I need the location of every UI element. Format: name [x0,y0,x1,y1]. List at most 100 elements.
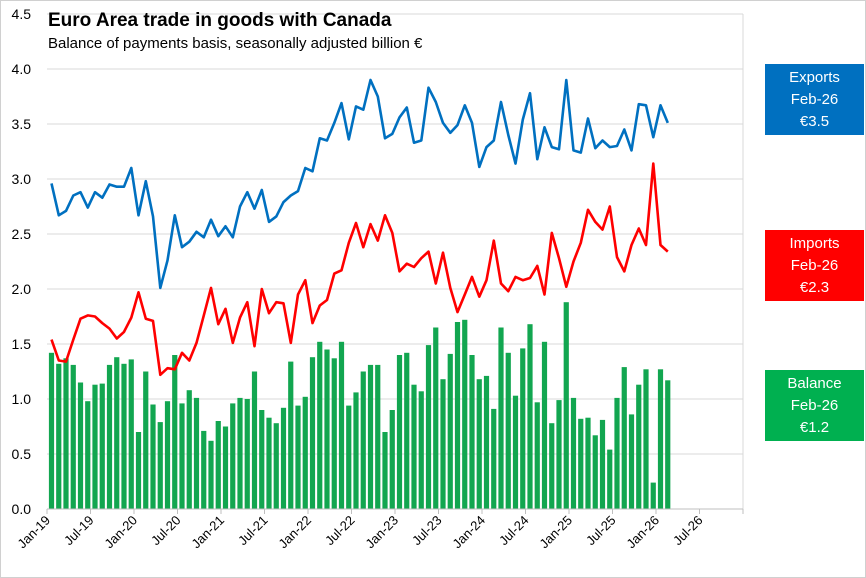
balance-bar [382,432,388,509]
balance-bar [520,348,526,509]
y-tick-label: 3.0 [12,171,32,187]
imports-line [50,162,669,377]
balance-bar [288,361,294,509]
balance-bar [251,371,258,509]
balance-bar [353,392,359,509]
balance-bar [592,435,598,509]
balance-bar [164,401,171,509]
balance-bar [222,426,229,509]
balance-bar [193,397,200,509]
balance-bar [563,302,569,509]
exports-callout-value: €3.5 [799,113,830,130]
balance-bar [70,364,76,509]
balance-bar [360,371,366,509]
balance-bar [186,390,192,509]
balance-callout: Balance Feb-26 €1.2 [765,370,864,441]
balance-callout-name: Balance [787,375,842,392]
balance-bar [201,430,207,509]
x-tick-label: Jan-25 [536,513,575,552]
x-tick-label: Jul-25 [583,513,619,549]
balance-bar [628,414,635,509]
y-tick-label: 0.0 [12,501,32,517]
x-tick-label: Jul-21 [235,513,271,549]
balance-bar [215,421,221,509]
balance-bar [302,396,308,509]
balance-bar [556,400,562,509]
balance-bar [92,384,98,509]
balance-bar [636,384,642,509]
balance-bar [346,405,352,509]
balance-bar [650,482,656,509]
y-tick-label: 2.5 [12,226,32,242]
y-tick-label: 4.5 [12,6,32,22]
balance-bar [367,364,374,509]
balance-bar [56,363,62,509]
balance-bar [179,403,185,509]
balance-bar [549,423,555,509]
balance-bar [85,401,91,509]
y-tick-label: 4.0 [12,61,32,77]
balance-bar [396,355,403,509]
balance-bar [498,327,504,509]
balance-bar [483,375,490,509]
balance-bar [440,379,446,509]
y-tick-label: 2.0 [12,281,32,297]
balance-bar [150,404,156,509]
imports-callout-period: Feb-26 [790,257,839,274]
balance-bar [106,364,113,509]
balance-bar [121,363,127,509]
balance-bar [273,423,279,509]
balance-bar [541,341,548,509]
balance-bar [469,355,475,509]
x-tick-label: Jan-26 [623,513,662,552]
x-tick-label: Jul-19 [61,513,97,549]
balance-bar [665,380,671,509]
balance-bar [143,371,149,509]
balance-bar [643,369,649,509]
balance-bar [578,418,584,509]
x-tick-label: Jan-23 [362,513,401,552]
exports-line [50,78,670,290]
balance-bar [614,397,620,509]
y-tick-label: 1.5 [12,336,32,352]
balance-bar [527,324,533,509]
balance-bar [389,410,395,509]
balance-bar [114,357,120,509]
balance-bar [505,352,511,509]
imports-callout-value: €2.3 [799,279,830,296]
x-tick-label: Jul-20 [148,513,184,549]
balance-bar [411,384,417,509]
balance-bar [570,397,577,509]
y-tick-label: 3.5 [12,116,32,132]
balance-bar [534,402,540,509]
balance-bar [331,358,337,509]
balance-bar [324,349,330,509]
x-tick-label: Jan-22 [275,513,314,552]
balance-bar [599,419,606,509]
chart-subtitle: Balance of payments basis, seasonally ad… [48,35,423,52]
balance-bar [621,367,627,509]
balance-bar [157,422,163,509]
balance-bar [585,417,591,509]
exports-callout-name: Exports [789,69,840,86]
balance-bar [433,327,439,509]
balance-bar [425,345,432,509]
imports-callout-name: Imports [789,235,840,252]
balance-bar [208,440,214,509]
balance-bar [607,449,613,509]
balance-callout-period: Feb-26 [790,397,839,414]
balance-bar [48,352,55,509]
balance-bar [259,410,265,509]
balance-bar [295,405,301,509]
balance-bar [404,352,410,509]
balance-bar [230,403,236,509]
x-tick-label: Jul-23 [409,513,445,549]
balance-bar [512,395,519,509]
exports-callout-period: Feb-26 [790,91,839,108]
chart-title: Euro Area trade in goods with Canada [48,10,392,31]
balance-bar [77,382,84,509]
balance-bar [266,417,272,509]
balance-bar [657,369,664,509]
balance-bar [338,341,345,509]
